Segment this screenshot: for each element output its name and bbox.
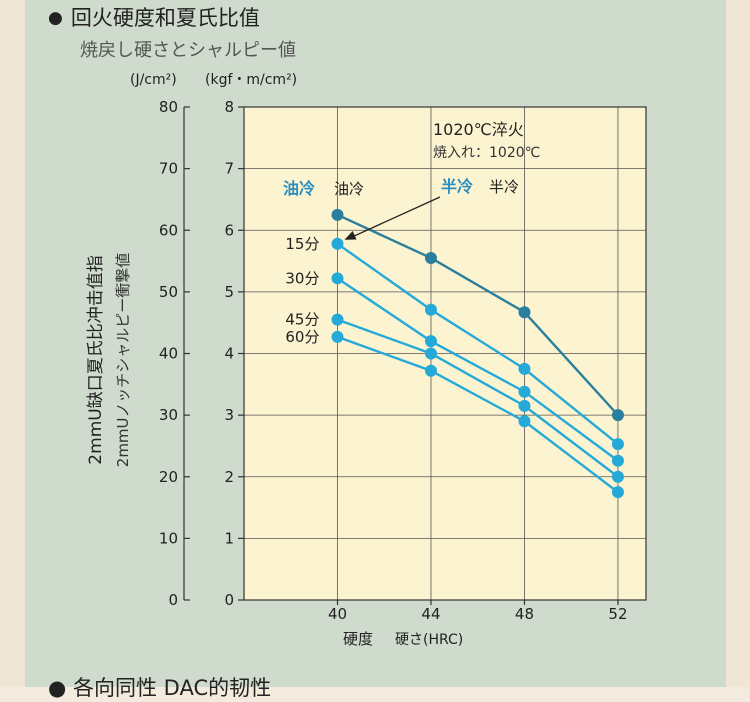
next-section-heading: ● 各向同性 DAC的韧性	[48, 676, 272, 700]
kgf-axis-tick-label: 4	[224, 345, 234, 363]
right-margin-bar	[726, 0, 750, 687]
series-line	[337, 318, 619, 478]
data-point	[424, 335, 437, 348]
kgf-axis-tick-label: 0	[224, 591, 234, 609]
left-margin-bar	[0, 0, 25, 687]
series-label: 45分	[285, 311, 319, 329]
pointer-arrow-head-icon	[344, 231, 357, 240]
series-label: 30分	[285, 269, 319, 287]
left-axis-tick-label: 60	[159, 221, 178, 239]
left-axis-tick-label: 70	[159, 160, 178, 178]
kgf-axis-tick-label: 5	[224, 283, 234, 301]
left-axis-tick-label: 50	[159, 283, 178, 301]
x-axis-tick-label: 52	[608, 605, 627, 623]
left-axis-tick-label: 40	[159, 345, 178, 363]
data-point	[611, 409, 624, 422]
data-point	[331, 208, 344, 221]
kgf-axis-tick-label: 6	[224, 221, 234, 239]
x-axis-label-cn: 硬度	[343, 630, 373, 648]
legend-oil-jp: 油冷	[334, 180, 364, 198]
units-left: (J/cm²)	[130, 72, 177, 88]
data-point	[424, 364, 437, 377]
section-heading-text: 回火硬度和夏氏比值	[70, 6, 260, 30]
data-point	[331, 237, 344, 250]
data-point	[611, 486, 624, 499]
data-point	[518, 415, 531, 428]
data-point	[331, 272, 344, 285]
data-point	[611, 454, 624, 467]
section-heading: ● 回火硬度和夏氏比值	[48, 2, 260, 32]
left-axis-tick-label: 20	[159, 468, 178, 486]
legend-oil-cn: 油冷	[283, 179, 315, 198]
series-line	[336, 277, 619, 462]
series-line	[337, 335, 619, 494]
left-axis-tick-label: 30	[159, 406, 178, 424]
hardness-charpy-chart: 0 10 20 30 40 50 60 70 80 0 1 2 3 4 5 6 7 8 40 44 48 52 15分 30分…	[86, 72, 647, 648]
kgf-axis-tick-label: 7	[224, 160, 234, 178]
data-point	[331, 313, 344, 326]
series-line	[336, 242, 619, 446]
x-axis-tick-label: 48	[515, 605, 534, 623]
x-axis-tick-label: 44	[421, 605, 440, 623]
data-point	[518, 306, 531, 319]
units-right: (kgf・m/cm²)	[205, 72, 297, 88]
pointer-arrow-line	[352, 196, 441, 238]
series-line	[336, 213, 619, 416]
data-point	[611, 470, 624, 483]
x-axis-label-jp: 硬さ(HRC)	[395, 632, 463, 648]
data-point	[331, 330, 344, 343]
data-point	[424, 347, 437, 360]
series-label: 15分	[285, 235, 319, 253]
data-point	[611, 438, 624, 451]
bullet-icon: ●	[48, 8, 63, 28]
kgf-axis-tick-label: 8	[224, 98, 234, 116]
x-axis-tick-label: 40	[328, 605, 347, 623]
kgf-axis-tick-label: 2	[224, 468, 234, 486]
data-point	[424, 303, 437, 316]
annotation-line1: 1020℃淬火	[433, 120, 524, 139]
kgf-axis-tick-label: 3	[224, 406, 234, 424]
left-axis-tick-label: 0	[168, 591, 178, 609]
y-axis-label-cn: 2mmU缺口夏氏比冲击值指	[86, 255, 106, 464]
series-label: 60分	[285, 328, 319, 346]
left-axis-tick-label: 80	[159, 98, 178, 116]
section-subheading: 焼戻し硬さとシャルピー値	[80, 40, 296, 61]
y-axis-label-jp: 2mmUノッチシャルピー衝撃値	[114, 253, 132, 467]
data-point	[518, 399, 531, 412]
left-axis-tick-label: 10	[159, 529, 178, 547]
kgf-axis-tick-label: 1	[224, 529, 234, 547]
data-point	[518, 385, 531, 398]
legend-half-jp: 半冷	[489, 178, 519, 196]
legend-half-cn: 半冷	[441, 177, 473, 196]
data-point	[424, 251, 437, 264]
data-point	[518, 362, 531, 375]
annotation-line2: 焼入れ：1020℃	[433, 145, 540, 161]
